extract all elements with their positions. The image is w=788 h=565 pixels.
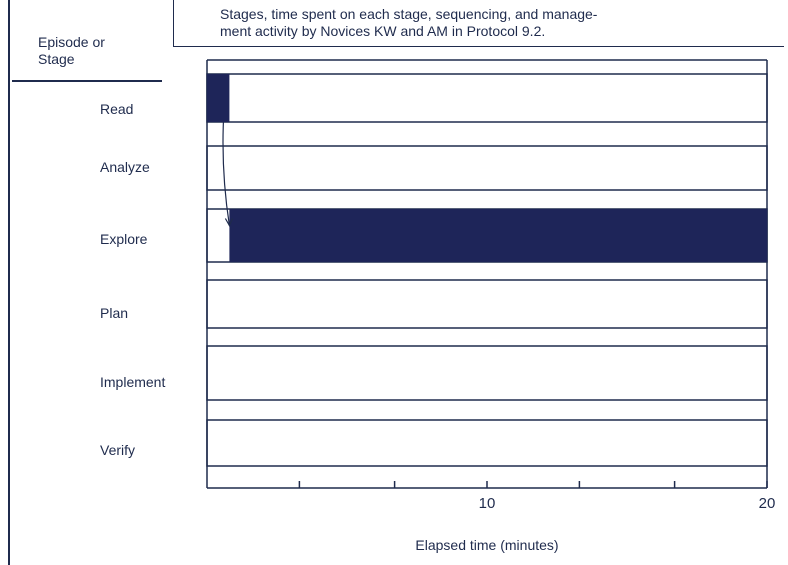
bar-read xyxy=(207,74,230,122)
frame-left-border xyxy=(8,0,10,565)
stage-label-plan: Plan xyxy=(100,305,129,321)
x-axis-label: Elapsed time (minutes) xyxy=(415,537,558,553)
stub-header-rule xyxy=(12,80,162,82)
stage-row-band-implement xyxy=(206,345,768,401)
stage-label-verify: Verify xyxy=(100,442,136,458)
stub-header: Episode or Stage xyxy=(38,34,148,68)
caption-box: Stages, time spent on each stage, sequen… xyxy=(173,0,784,47)
stage-row-band-analyze xyxy=(206,145,768,191)
caption-line-2: ment activity by Novices KW and AM in Pr… xyxy=(220,23,546,39)
stage-label-implement: Implement xyxy=(100,374,166,390)
figure-caption: Stages, time spent on each stage, sequen… xyxy=(220,6,670,40)
stage-row-band-verify xyxy=(206,419,768,467)
caption-line-1: Stages, time spent on each stage, sequen… xyxy=(220,6,598,22)
stub-header-line-1: Episode or xyxy=(38,34,105,50)
x-tick-label: 10 xyxy=(479,495,496,512)
stage-row-band-read xyxy=(206,73,768,123)
stub-header-line-2: Stage xyxy=(38,51,75,67)
x-tick-label: 20 xyxy=(759,495,776,512)
stage-label-explore: Explore xyxy=(100,231,148,247)
transition-arrow-read-to-explore xyxy=(222,121,230,226)
transition-arrowhead xyxy=(224,218,233,227)
stage-label-analyze: Analyze xyxy=(100,159,150,175)
bar-explore xyxy=(229,209,767,262)
stage-row-band-plan xyxy=(206,279,768,329)
stage-label-read: Read xyxy=(100,101,134,117)
